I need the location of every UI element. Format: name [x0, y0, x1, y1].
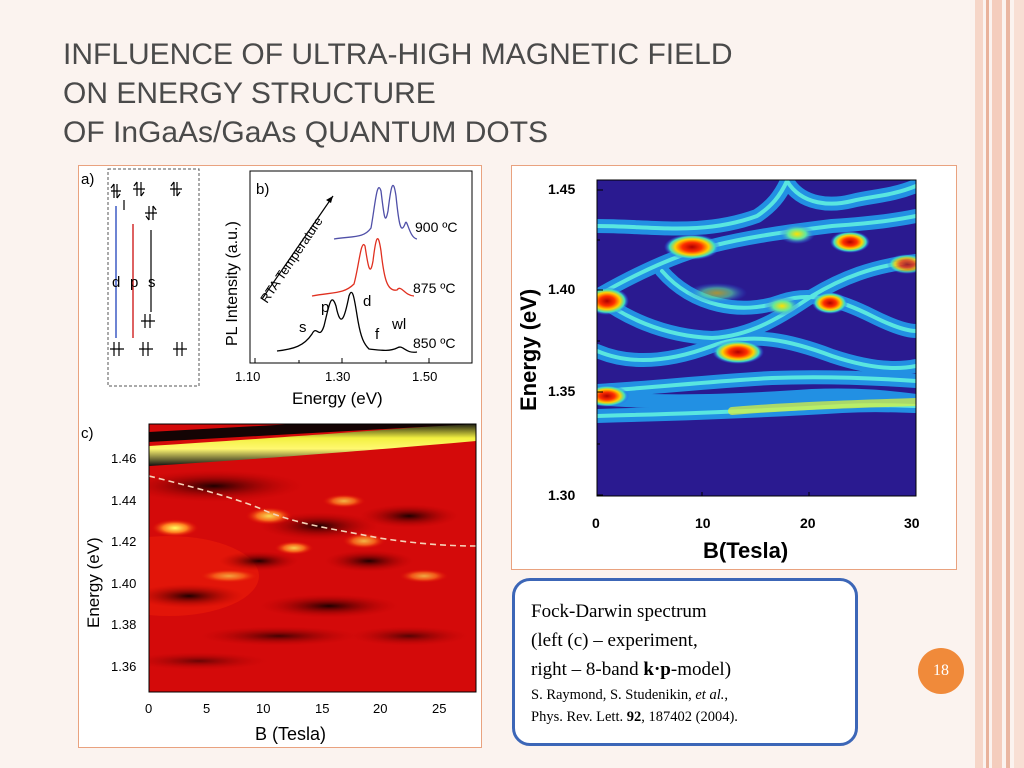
pl-curve-875 — [311, 238, 415, 297]
rta-arrow — [261, 195, 334, 300]
level-label-p: p — [130, 274, 138, 291]
panel-a-label: a) — [81, 171, 94, 188]
page-number: 18 — [933, 662, 949, 679]
peak-label-wl: wl — [391, 316, 406, 333]
caption-journal: Phys. Rev. Lett. 92, 187402 (2004). — [531, 706, 841, 728]
page-number-badge: 18 — [918, 648, 964, 694]
peak-label-d: d — [363, 293, 371, 310]
caption-text: right – 8-band — [531, 659, 644, 680]
experiment-heatmap — [149, 424, 476, 692]
figure-left-panel: a) d p s b) PL Intensity (a.u.) Energy (… — [78, 165, 482, 748]
caption-kp-bold: k·p — [643, 659, 671, 680]
figure-right-panel: 1.45 1.40 1.35 1.30 0 10 20 30 Energy (e… — [511, 165, 957, 570]
decor-stripe — [992, 0, 1002, 768]
kp-ylabel: Energy (eV) — [516, 289, 541, 411]
temp-label-850: 850 ºC — [413, 335, 455, 351]
kp-ticks — [597, 189, 810, 496]
caption-reference: S. Raymond, S. Studenikin, et al., — [531, 684, 841, 706]
pl-curve-900 — [333, 184, 418, 240]
panel-b-frame — [249, 170, 473, 364]
panel-c-ytick: 1.38 — [111, 617, 136, 632]
peak-label-s: s — [299, 319, 307, 336]
rta-label: RTA Temperature — [257, 214, 326, 306]
kp-xtick: 10 — [695, 515, 711, 531]
panel-c-ylabel: Energy (eV) — [84, 537, 103, 628]
caption-text: -model) — [670, 659, 732, 680]
title-line-1: INFLUENCE OF ULTRA-HIGH MAGNETIC FIELD — [63, 38, 733, 71]
kp-xtick: 0 — [592, 515, 600, 531]
figure-left-svg: a) d p s b) PL Intensity (a.u.) Energy (… — [81, 168, 477, 744]
panel-c-xtick: 10 — [256, 701, 270, 716]
rta-arrow-head — [326, 196, 333, 203]
panel-c-label: c) — [81, 425, 94, 442]
panel-c-ytick: 1.40 — [111, 576, 136, 591]
kp-frame — [596, 179, 917, 497]
kp-xticks: 0 10 20 30 — [592, 515, 920, 531]
peak-label-p: p — [321, 299, 329, 316]
caption-box: Fock-Darwin spectrum (left (c) – experim… — [512, 578, 858, 746]
pl-curve-850 — [276, 291, 418, 353]
panel-c-xtick: 0 — [145, 701, 152, 716]
panel-b-xtick-2: 1.30 — [325, 369, 350, 384]
energy-level-diagram — [110, 181, 187, 356]
caption-et-al: et al. — [695, 687, 725, 703]
panel-b-ticks — [254, 358, 430, 363]
caption-line-1: Fock-Darwin spectrum — [531, 601, 707, 622]
level-label-s: s — [148, 274, 156, 291]
temp-label-875: 875 ºC — [413, 280, 455, 296]
peak-label-f: f — [375, 326, 380, 343]
caption-comma: , — [724, 687, 728, 703]
kp-xtick: 30 — [904, 515, 920, 531]
panel-c-xtick: 15 — [315, 701, 329, 716]
caption-pages: , 187402 (2004). — [641, 709, 738, 725]
kp-model-heatmap — [597, 180, 916, 496]
fock-darwin-dashed-line — [149, 475, 476, 547]
panel-c-xticks: 0 5 10 15 20 25 — [145, 701, 446, 716]
panel-b-label: b) — [256, 181, 269, 198]
caption-line-3: right – 8-band k·p-model) — [531, 655, 841, 684]
panel-b-xtick-1: 1.10 — [235, 369, 260, 384]
decor-stripe — [1014, 0, 1024, 768]
caption-authors: S. Raymond, S. Studenikin, — [531, 687, 696, 703]
kp-xlabel: B(Tesla) — [703, 538, 788, 563]
panel-b-xtick-3: 1.50 — [412, 369, 437, 384]
kp-ytick: 1.45 — [548, 181, 575, 197]
panel-b-ylabel: PL Intensity (a.u.) — [224, 221, 241, 346]
kp-yticks: 1.45 1.40 1.35 1.30 — [548, 181, 575, 503]
panel-c-ytick: 1.42 — [111, 534, 136, 549]
panel-c-ytick: 1.46 — [111, 451, 136, 466]
panel-c-frame — [148, 423, 477, 693]
panel-c-xlabel: B (Tesla) — [255, 724, 326, 744]
caption-line-2: (left (c) – experiment, — [531, 630, 698, 651]
kp-ytick: 1.30 — [548, 487, 575, 503]
panel-c-xtick: 20 — [373, 701, 387, 716]
decor-stripe — [975, 0, 983, 768]
level-label-d: d — [112, 274, 120, 291]
decor-stripe — [1006, 0, 1010, 768]
temp-label-900: 900 ºC — [415, 219, 457, 235]
title-line-2: ON ENERGY STRUCTURE — [63, 77, 436, 110]
panel-c-xtick: 25 — [432, 701, 446, 716]
title-line-3: OF InGaAs/GaAs QUANTUM DOTS — [63, 116, 549, 149]
panel-c-yticks: 1.46 1.44 1.42 1.40 1.38 1.36 — [111, 451, 136, 674]
panel-a-frame — [107, 168, 200, 387]
slide-title: INFLUENCE OF ULTRA-HIGH MAGNETIC FIELD O… — [63, 35, 963, 152]
panel-c-ytick: 1.36 — [111, 659, 136, 674]
panel-b-xlabel: Energy (eV) — [292, 389, 383, 408]
kp-xtick: 20 — [800, 515, 816, 531]
panel-c-ytick: 1.44 — [111, 493, 136, 508]
kp-ytick: 1.40 — [548, 281, 575, 297]
caption-journal-name: Phys. Rev. Lett. — [531, 709, 627, 725]
caption-volume: 92 — [626, 709, 642, 725]
kp-ytick: 1.35 — [548, 383, 575, 399]
figure-right-svg: 1.45 1.40 1.35 1.30 0 10 20 30 Energy (e… — [516, 179, 920, 563]
decor-stripe — [986, 0, 989, 768]
panel-c-xtick: 5 — [203, 701, 210, 716]
